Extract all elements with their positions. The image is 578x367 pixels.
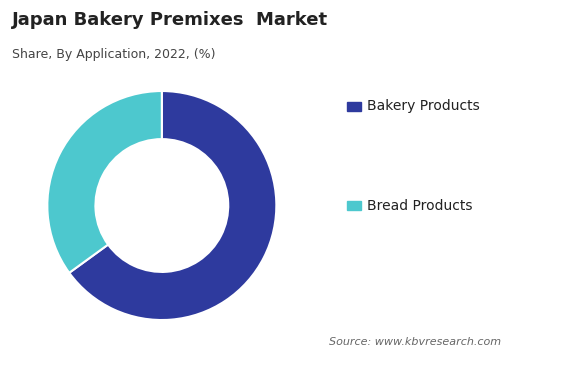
Text: Japan Bakery Premixes  Market: Japan Bakery Premixes Market	[12, 11, 328, 29]
Text: Bakery Products: Bakery Products	[367, 99, 480, 113]
Bar	[347, 102, 361, 111]
Text: Source: www.kbvresearch.com: Source: www.kbvresearch.com	[329, 337, 502, 347]
Wedge shape	[69, 91, 276, 320]
Wedge shape	[47, 91, 162, 273]
Text: Share, By Application, 2022, (%): Share, By Application, 2022, (%)	[12, 48, 215, 61]
Bar	[347, 201, 361, 210]
Text: Bread Products: Bread Products	[367, 199, 473, 212]
